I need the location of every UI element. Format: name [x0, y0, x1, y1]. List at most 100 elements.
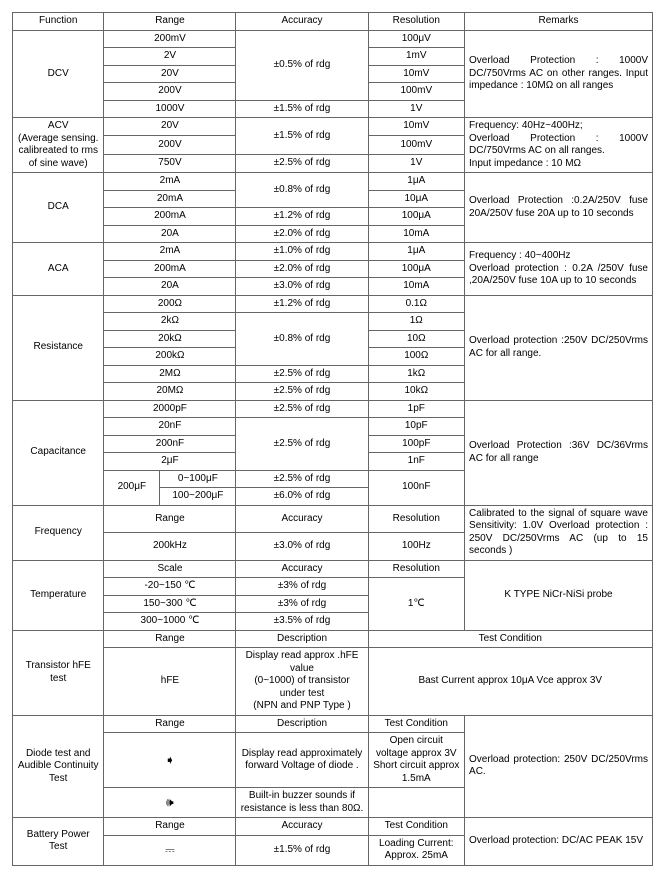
diode-label: Diode test and Audible Continuity Test [13, 715, 104, 818]
batt-rem: Overload protection: DC/AC PEAK 15V [465, 818, 653, 866]
batt-hdr-tc: Test Condition [368, 818, 465, 836]
res-range-0: 200Ω [104, 295, 236, 313]
cap-rem: Overload Protection :36V DC/36Vrms AC fo… [465, 400, 653, 505]
aca-acc-1: ±2.0% of rdg [236, 260, 368, 278]
dcv-acc1: ±0.5% of rdg [236, 30, 368, 100]
batt-hdr-range: Range [104, 818, 236, 836]
res-range-4: 2MΩ [104, 365, 236, 383]
cap-label: Capacitance [13, 400, 104, 505]
acv-rem: Frequency: 40Hz~400Hz; Overload Protecti… [465, 118, 653, 173]
dca-acc-2: ±2.0% of rdg [236, 225, 368, 243]
acv-range-0: 20V [104, 118, 236, 136]
dca-res-3: 10mA [368, 225, 465, 243]
diode-hdr-tc: Test Condition [368, 715, 465, 733]
temp-scale-2: 300~1000 ℃ [104, 613, 236, 631]
hfe-hdr-tc: Test Condition [368, 630, 652, 648]
dca-label: DCA [13, 173, 104, 243]
dcv-range-1: 2V [104, 48, 236, 66]
cap-range-0: 2000pF [104, 400, 236, 418]
temp-acc-1: ±3% of rdg [236, 595, 368, 613]
cap-res-1: 10pF [368, 418, 465, 436]
temp-acc-0: ±3% of rdg [236, 578, 368, 596]
res-acc-1: ±0.8% of rdg [236, 313, 368, 366]
temp-hdr-res: Resolution [368, 560, 465, 578]
temp-label: Temperature [13, 560, 104, 630]
aca-label: ACA [13, 243, 104, 296]
temp-rem: K TYPE NiCr-NiSi probe [465, 560, 653, 630]
temp-scale-1: 150~300 ℃ [104, 595, 236, 613]
res-res-0: 0.1Ω [368, 295, 465, 313]
hfe-label: Transistor hFE test [13, 630, 104, 715]
res-label: Resistance [13, 295, 104, 400]
freq-rem: Calibrated to the signal of square wave … [465, 505, 653, 560]
hdr-acc: Accuracy [236, 13, 368, 31]
cap-r5b: 100~200μF [160, 488, 236, 506]
diode-desc2: Built-in buzzer sounds if resistance is … [236, 788, 368, 818]
diode-rem: Overload protection: 250V DC/250Vrms AC. [465, 715, 653, 818]
res-range-3: 200kΩ [104, 348, 236, 366]
hdr-res: Resolution [368, 13, 465, 31]
dcv-rem: Overload Protection : 1000V DC/750Vrms A… [465, 30, 653, 118]
res-res-1: 1Ω [368, 313, 465, 331]
res-acc-3: ±2.5% of rdg [236, 383, 368, 401]
acv-res-2: 1V [368, 154, 465, 172]
res-res-4: 1kΩ [368, 365, 465, 383]
hfe-hdr-desc: Description [236, 630, 368, 648]
dcv-res-1: 1mV [368, 48, 465, 66]
res-acc-0: ±1.2% of rdg [236, 295, 368, 313]
aca-range-2: 20A [104, 278, 236, 296]
temp-scale-0: -20~150 ℃ [104, 578, 236, 596]
hfe-desc: Display read approx .hFE value (0~1000) … [236, 648, 368, 716]
dca-acc-0: ±0.8% of rdg [236, 173, 368, 208]
acv-acc2: ±2.5% of rdg [236, 154, 368, 172]
cap-range-2: 200nF [104, 435, 236, 453]
cap-range5: 200μF [104, 470, 160, 505]
dcv-label: DCV [13, 30, 104, 118]
hfe-hdr-range: Range [104, 630, 236, 648]
hdr-rem: Remarks [465, 13, 653, 31]
cap-acc-4: ±6.0% of rdg [236, 488, 368, 506]
aca-res-2: 10mA [368, 278, 465, 296]
res-res-2: 10Ω [368, 330, 465, 348]
aca-res-1: 100μA [368, 260, 465, 278]
aca-range-0: 2mA [104, 243, 236, 261]
diode-hdr-desc: Description [236, 715, 368, 733]
freq-acc: ±3.0% of rdg [236, 533, 368, 561]
res-range-1: 2kΩ [104, 313, 236, 331]
diode-sym1: ➧ [104, 733, 236, 788]
dcv-range-2: 20V [104, 65, 236, 83]
dcv-res-4: 1V [368, 100, 465, 118]
batt-hdr-acc: Accuracy [236, 818, 368, 836]
cap-acc-3: ±2.5% of rdg [236, 470, 368, 488]
dca-res-1: 10μA [368, 190, 465, 208]
hfe-tc: Bast Current approx 10μA Vce approx 3V [368, 648, 652, 716]
temp-acc-2: ±3.5% of rdg [236, 613, 368, 631]
hdr-func: Function [13, 13, 104, 31]
res-rem: Overload protection :250V DC/250Vrms AC … [465, 295, 653, 400]
cap-acc-0: ±2.5% of rdg [236, 400, 368, 418]
cap-range-1: 20nF [104, 418, 236, 436]
res-range-2: 20kΩ [104, 330, 236, 348]
cap-res-5: 100nF [368, 470, 465, 505]
freq-hdr-res: Resolution [368, 505, 465, 533]
dca-res-2: 100μA [368, 208, 465, 226]
aca-acc-0: ±1.0% of rdg [236, 243, 368, 261]
freq-range: 200kHz [104, 533, 236, 561]
diode-sym2: 🕪 [104, 788, 236, 818]
cap-res-2: 100pF [368, 435, 465, 453]
acv-res-0: 10mV [368, 118, 465, 136]
cap-res-0: 1pF [368, 400, 465, 418]
freq-hdr-range: Range [104, 505, 236, 533]
hdr-range: Range [104, 13, 236, 31]
cap-range-3: 2μF [104, 453, 236, 471]
temp-hdr-scale: Scale [104, 560, 236, 578]
aca-res-0: 1μA [368, 243, 465, 261]
aca-range-1: 200mA [104, 260, 236, 278]
dca-range-0: 2mA [104, 173, 236, 191]
dcv-res-3: 100mV [368, 83, 465, 101]
cap-res-3: 1nF [368, 453, 465, 471]
dcv-range-4: 1000V [104, 100, 236, 118]
diode-hdr-range: Range [104, 715, 236, 733]
dcv-range-0: 200mV [104, 30, 236, 48]
freq-label: Frequency [13, 505, 104, 560]
